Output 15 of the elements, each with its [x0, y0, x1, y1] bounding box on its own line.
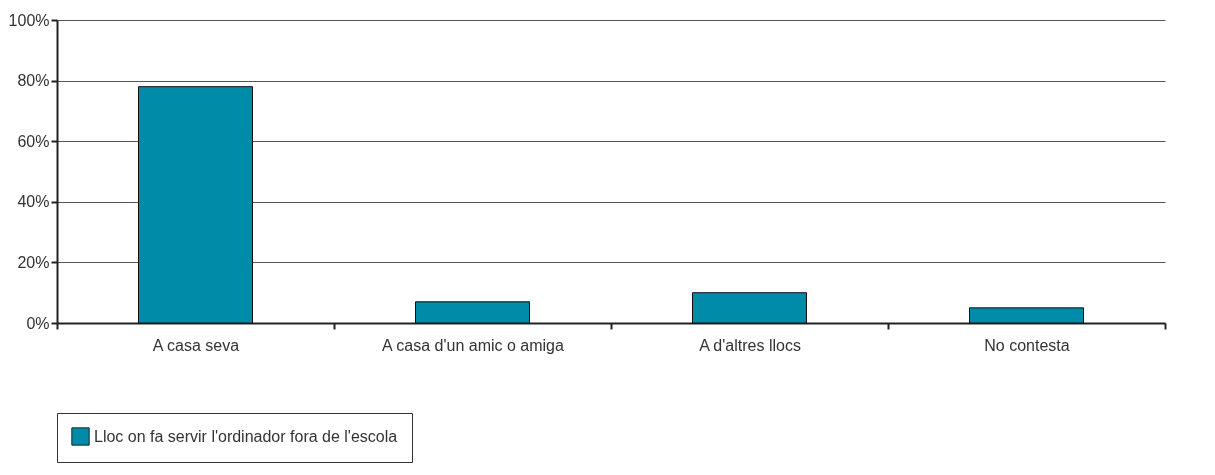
legend-label: Lloc on fa servir l'ordinador fora de l'escola [94, 427, 398, 445]
x-tick-label: A d'altres llocs [699, 336, 801, 354]
x-tick-label: A casa seva [152, 336, 240, 354]
y-tick-label: 60% [17, 132, 50, 150]
y-tick-label: 100% [8, 11, 50, 29]
y-tick-label: 80% [17, 72, 50, 90]
bar [415, 301, 530, 324]
bar [138, 86, 253, 324]
x-tick-label: A casa d'un amic o amiga [382, 336, 565, 354]
y-tick-label: 0% [26, 314, 50, 332]
bar [692, 292, 807, 324]
bar [969, 307, 1084, 324]
x-tick-label: No contesta [984, 336, 1070, 354]
y-tick-label: 40% [17, 193, 50, 211]
y-tick-label: 20% [17, 253, 50, 271]
